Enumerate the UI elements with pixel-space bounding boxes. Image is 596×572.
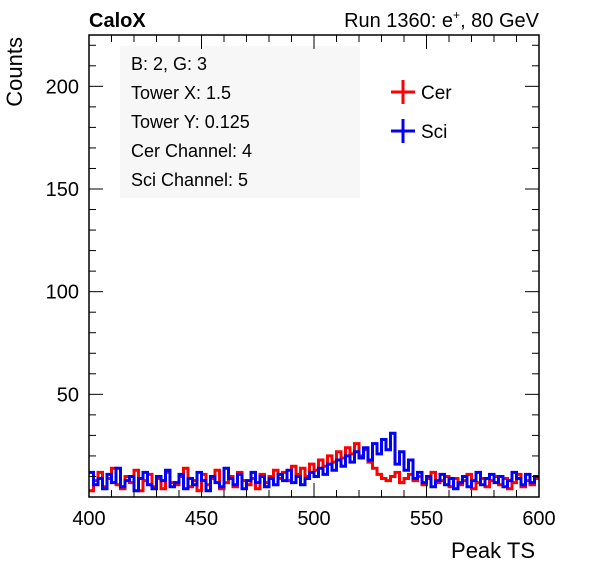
legend-label-cer: Cer: [421, 83, 452, 104]
info-line: B: 2, G: 3: [131, 54, 207, 74]
legend-label-sci: Sci: [421, 122, 447, 143]
x-tick-label: 400: [72, 508, 105, 530]
legend: Cer Sci: [391, 80, 452, 143]
x-axis-label: Peak TS: [451, 538, 535, 563]
x-tick-label: 500: [297, 508, 330, 530]
series-sci-line: [89, 431, 539, 493]
header-right-prefix: Run 1360: e: [344, 10, 453, 32]
y-axis-label: Counts: [2, 37, 27, 107]
info-line: Sci Channel: 5: [131, 170, 248, 190]
y-tick-label: 50: [57, 384, 79, 406]
header-right-sup: +: [453, 8, 460, 22]
info-line: Cer Channel: 4: [131, 141, 252, 161]
info-box-lines: B: 2, G: 3 Tower X: 1.5 Tower Y: 0.125 Cer …: [131, 54, 252, 190]
y-tick-label: 100: [46, 282, 79, 304]
x-tick-label: 600: [522, 508, 555, 530]
axes-layer: 400 450 500 550 600 50 100 150 200: [46, 35, 556, 530]
y-tick-label: 150: [46, 179, 79, 201]
y-tick-label: 200: [46, 76, 79, 98]
header-left-title: CaloX: [89, 10, 146, 32]
series-layer: [89, 431, 539, 493]
info-box: [120, 46, 360, 198]
info-line: Tower X: 1.5: [131, 83, 231, 103]
x-tick-label: 450: [185, 508, 218, 530]
x-tick-label: 550: [410, 508, 443, 530]
info-line: Tower Y: 0.125: [131, 112, 250, 132]
header-right-suffix: , 80 GeV: [460, 10, 540, 32]
header-right-title: Run 1360: e+, 80 GeV: [344, 8, 540, 32]
